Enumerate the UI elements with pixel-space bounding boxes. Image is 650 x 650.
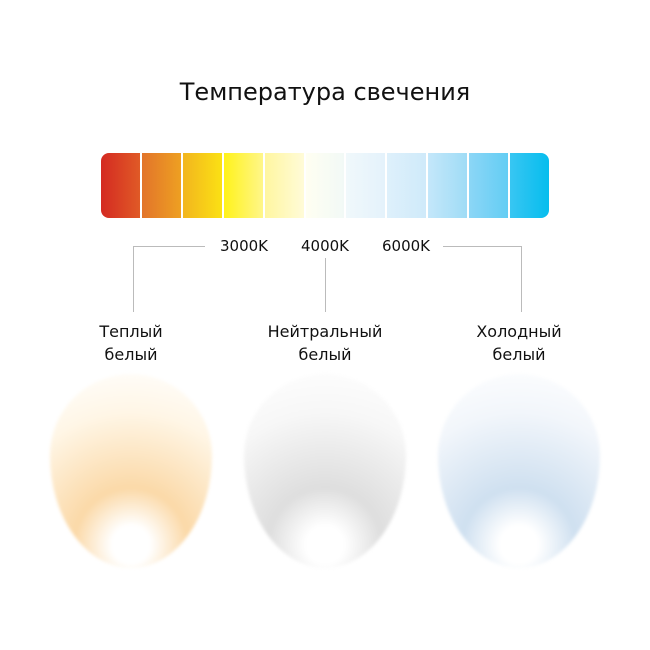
scale-segment — [223, 153, 265, 218]
diagram-title: Температура свечения — [179, 78, 471, 106]
scale-segment — [182, 153, 224, 218]
marker-4000k: 4000K — [300, 237, 349, 255]
label-line: Теплый — [99, 322, 163, 341]
connector-line — [133, 246, 134, 312]
connector-line — [521, 246, 522, 312]
label-line: Холодный — [476, 322, 562, 341]
label-line: белый — [298, 345, 352, 364]
lamp-warm — [50, 374, 212, 568]
label-cold: Холодный белый — [439, 320, 599, 366]
scale-segment — [305, 153, 347, 218]
scale-segment — [141, 153, 183, 218]
scale-segment — [469, 153, 511, 218]
scale-segment — [510, 153, 549, 218]
label-line: белый — [104, 345, 158, 364]
label-neutral: Нейтральный белый — [245, 320, 405, 366]
scale-segment — [387, 153, 429, 218]
connector-line — [325, 258, 326, 312]
marker-6000k: 6000K — [381, 237, 430, 255]
scale-segment — [346, 153, 388, 218]
marker-3000k: 3000K — [219, 237, 268, 255]
lamp-cold — [438, 374, 600, 568]
label-line: белый — [492, 345, 546, 364]
color-temperature-scale — [101, 153, 549, 218]
connector-line — [133, 246, 205, 247]
lamp-neutral — [244, 374, 406, 568]
scale-segment — [428, 153, 470, 218]
scale-segment — [264, 153, 306, 218]
scale-segment — [101, 153, 142, 218]
connector-line — [443, 246, 521, 247]
label-warm: Теплый белый — [51, 320, 211, 366]
label-line: Нейтральный — [267, 322, 383, 341]
